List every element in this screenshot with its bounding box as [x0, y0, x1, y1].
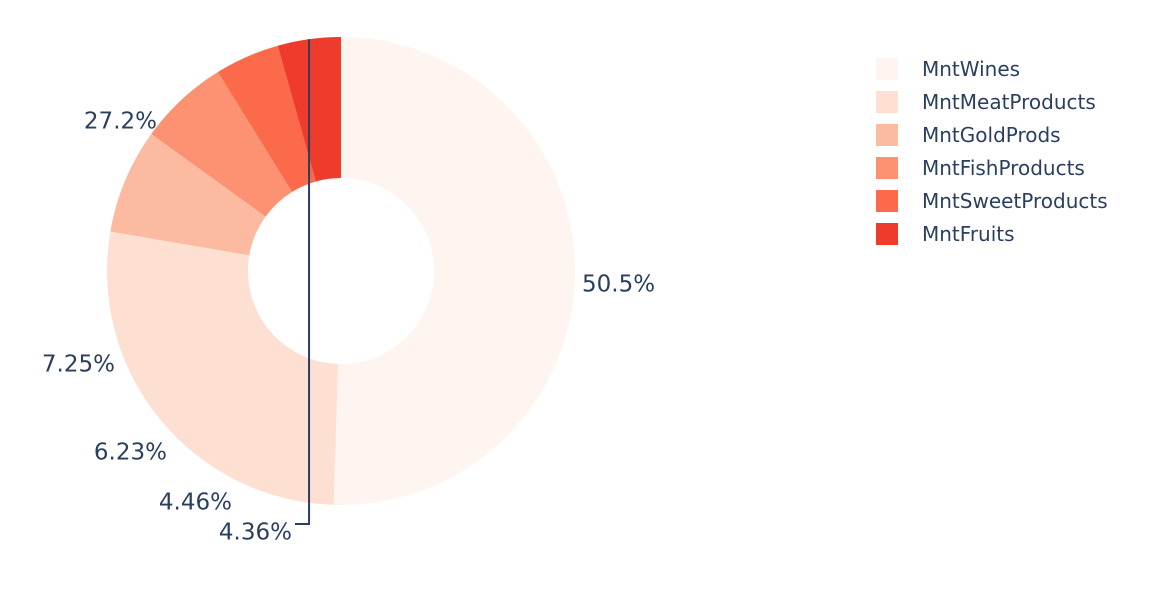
legend-item-mnt-fruits[interactable]: MntFruits	[876, 217, 1108, 250]
slice-mnt-meat-products[interactable]	[106, 231, 339, 505]
legend-swatch	[876, 222, 898, 245]
legend-item-mnt-wines[interactable]: MntWines	[876, 52, 1108, 85]
slice-label-mnt-sweet-products: 4.46%	[159, 490, 232, 516]
slice-mnt-fish-products[interactable]	[151, 72, 293, 217]
slice-mnt-wines[interactable]	[333, 37, 576, 506]
leader-line-mnt-fruits	[295, 39, 311, 525]
slice-label-mnt-fruits: 4.36%	[219, 520, 292, 546]
legend-swatch	[876, 123, 898, 146]
legend-label: MntMeatProducts	[922, 89, 1096, 114]
legend-label: MntFishProducts	[922, 155, 1085, 180]
legend-label: MntFruits	[922, 221, 1015, 246]
legend-swatch	[876, 156, 898, 179]
legend-swatch	[876, 90, 898, 113]
slice-mnt-gold-prods[interactable]	[110, 134, 266, 256]
legend-label: MntGoldProds	[922, 122, 1061, 147]
legend-item-mnt-sweet-products[interactable]: MntSweetProducts	[876, 184, 1108, 217]
donut-labels: 50.5% 27.2% 7.25% 6.23% 4.46% 4.36%	[42, 39, 655, 546]
slice-label-mnt-wines: 50.5%	[582, 272, 655, 298]
legend-item-mnt-meat-products[interactable]: MntMeatProducts	[876, 85, 1108, 118]
legend-label: MntSweetProducts	[922, 188, 1108, 213]
legend-item-mnt-gold-prods[interactable]: MntGoldProds	[876, 118, 1108, 151]
legend: MntWines MntMeatProducts MntGoldProds MntFi…	[876, 52, 1108, 250]
legend-item-mnt-fish-products[interactable]: MntFishProducts	[876, 151, 1108, 184]
slice-mnt-sweet-products[interactable]	[217, 45, 316, 192]
legend-swatch	[876, 57, 898, 80]
legend-label: MntWines	[922, 56, 1021, 81]
donut-slices	[106, 37, 576, 506]
slice-label-mnt-gold-prods: 7.25%	[42, 352, 115, 378]
slice-label-mnt-meat-products: 27.2%	[84, 109, 157, 135]
legend-swatch	[876, 189, 898, 212]
slice-label-mnt-fish-products: 6.23%	[94, 440, 167, 466]
